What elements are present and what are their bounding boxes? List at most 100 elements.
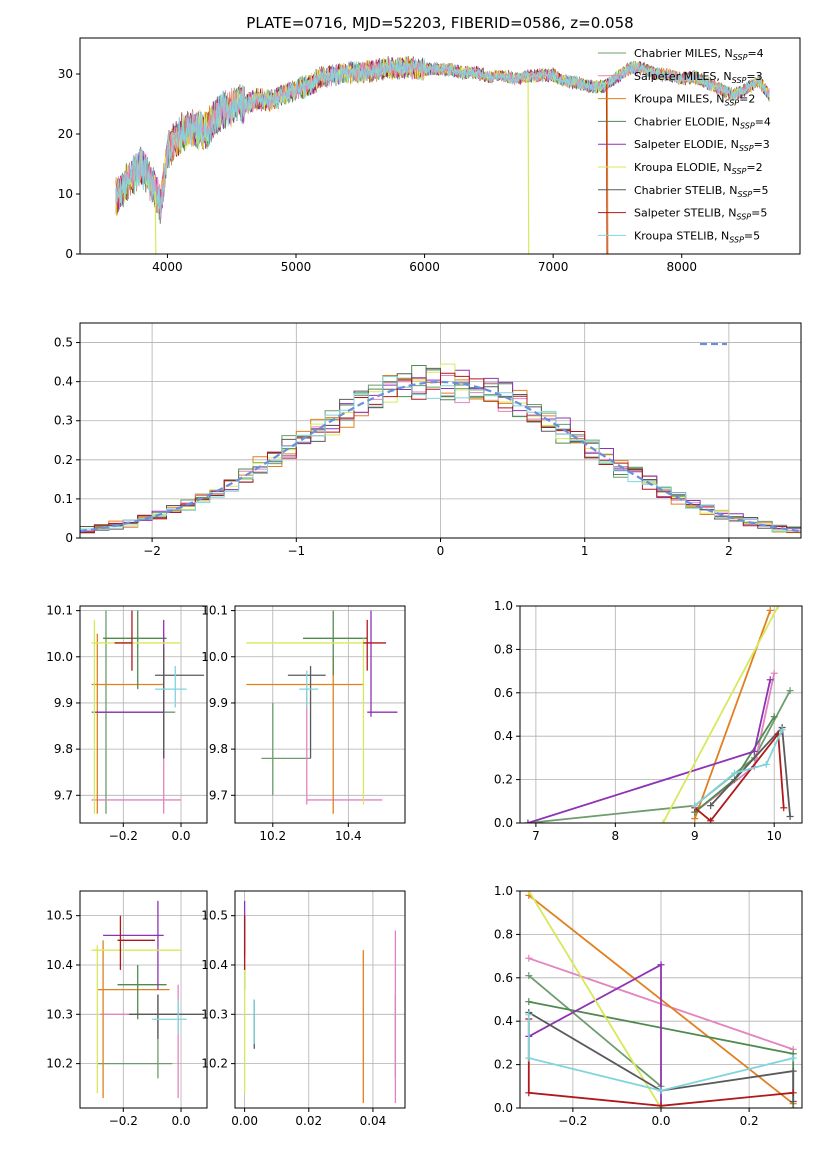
y-tick-label: 9.7 <box>209 788 228 802</box>
mass_vs_ebv-axes <box>231 891 405 1112</box>
legend-label: Salpeter STELIB, NSSP=5 <box>634 207 767 222</box>
mass_vs_ebv-points <box>243 900 397 1104</box>
y-tick-label: 10.0 <box>46 650 73 664</box>
weight-marker <box>774 606 782 610</box>
weight-series <box>527 1014 794 1092</box>
weight_vs_Z-series <box>525 891 797 1108</box>
x-tick-label: 0.00 <box>231 1114 258 1128</box>
age_vs_Z-points <box>91 610 205 814</box>
weight-marker <box>789 1089 797 1097</box>
legend-label-sub: SSP <box>739 144 754 153</box>
spectrum-dropout <box>527 76 530 254</box>
weight-marker <box>657 1087 665 1095</box>
weight-marker <box>525 972 533 980</box>
y-tick-label: 20 <box>58 127 73 141</box>
spectrum-axes <box>76 73 683 258</box>
legend-label-sub: SSP <box>729 235 744 244</box>
y-tick-label: 10.1 <box>46 604 73 618</box>
age_vs_Z-axes <box>76 606 207 827</box>
legend-label: Kroupa ELODIE, NSSP=2 <box>634 161 763 176</box>
weight-marker <box>762 760 770 768</box>
weight-marker <box>525 1011 533 1019</box>
legend-label-text: Kroupa ELODIE, N <box>634 161 732 174</box>
legend-label: Salpeter ELODIE, NSSP=3 <box>634 138 770 153</box>
legend-label-text: Salpeter ELODIE, N <box>634 138 739 151</box>
y-tick-label: 0 <box>65 531 73 545</box>
legend-label: Kroupa STELIB, NSSP=5 <box>634 229 760 244</box>
x-tick-label: 0.0 <box>171 829 190 843</box>
y-tick-label: 10.4 <box>201 958 228 972</box>
weight-marker <box>730 769 738 777</box>
weight-marker <box>786 812 794 820</box>
weight-series <box>528 1011 795 1102</box>
weight-marker <box>766 606 774 614</box>
legend-label-nssp: =3 <box>746 70 762 83</box>
x-tick-label: 0.02 <box>295 1114 322 1128</box>
legend-label-text: Salpeter STELIB, N <box>634 207 736 220</box>
histograms <box>80 363 801 537</box>
y-tick-label: 0.6 <box>494 971 513 985</box>
legend-label-nssp: =4 <box>747 47 763 60</box>
weight-marker <box>525 1054 533 1062</box>
axes-frame <box>79 322 802 539</box>
legend-label-nssp: =2 <box>746 161 762 174</box>
legend-label-sub: SSP <box>740 121 755 130</box>
weight-marker <box>524 819 532 823</box>
weight-marker <box>770 713 778 721</box>
x-tick-label: 2 <box>725 544 733 558</box>
legend-label-nssp: =5 <box>744 229 760 242</box>
x-tick-label: −2 <box>143 544 161 558</box>
y-tick-label: 0 <box>65 247 73 261</box>
age_vs_mass-axes <box>231 606 405 827</box>
x-tick-label: 0.0 <box>171 1114 190 1128</box>
x-tick-label: 8000 <box>666 260 697 274</box>
weight-series <box>528 891 662 1108</box>
legend-label-sub: SSP <box>738 190 753 199</box>
weight-marker <box>770 669 778 677</box>
weight-marker <box>525 891 533 895</box>
y-tick-label: 0.0 <box>494 816 513 830</box>
normal-curve <box>80 380 801 533</box>
legend-label-nssp: =4 <box>755 115 771 128</box>
y-tick-label: 10.1 <box>201 604 228 618</box>
legend-label: Salpeter MILES, NSSP=3 <box>634 70 763 85</box>
axes-frame <box>234 605 406 824</box>
y-tick-label: 1.0 <box>494 884 513 898</box>
y-tick-label: 0.1 <box>54 492 73 506</box>
y-tick-label: 30 <box>58 67 73 81</box>
axes-frame <box>234 890 406 1109</box>
spectrum-dropout <box>605 84 608 254</box>
legend-label-nssp: =5 <box>752 184 768 197</box>
x-tick-label: 0 <box>437 544 445 558</box>
weight-series <box>527 690 791 823</box>
weight-marker <box>657 1102 665 1108</box>
figure-title: PLATE=0716, MJD=52203, FIBERID=0586, z=0… <box>246 14 633 32</box>
weight-marker <box>525 954 533 962</box>
weight-marker <box>691 802 699 810</box>
mass_vs_Z-points <box>91 900 205 1099</box>
x-tick-label: 6000 <box>409 260 440 274</box>
legend-label-sub: SSP <box>736 213 751 222</box>
x-tick-label: −0.2 <box>109 829 138 843</box>
x-tick-label: 0.0 <box>651 1114 670 1128</box>
legend-label-nssp: =3 <box>754 138 770 151</box>
weight_vs_age-series <box>524 606 794 823</box>
y-tick-label: 0.8 <box>494 927 513 941</box>
weight-marker <box>691 815 699 823</box>
legend-label-text: Chabrier STELIB, N <box>634 184 738 197</box>
legend-label-text: Chabrier ELODIE, N <box>634 115 740 128</box>
y-tick-label: 9.8 <box>54 742 73 756</box>
y-tick-label: 10.3 <box>201 1007 228 1021</box>
age_vs_mass-points <box>246 610 398 814</box>
y-tick-label: 0.2 <box>54 453 73 467</box>
weight-marker <box>789 1054 797 1062</box>
legend-label-nssp: =5 <box>751 207 767 220</box>
spectrum-dropout <box>606 83 609 254</box>
weight-marker <box>786 687 794 695</box>
weight-marker <box>707 817 715 823</box>
weight-series <box>662 606 779 823</box>
weight-series <box>528 974 662 1087</box>
axes-frame <box>79 37 801 255</box>
axes-frame <box>519 890 803 1109</box>
